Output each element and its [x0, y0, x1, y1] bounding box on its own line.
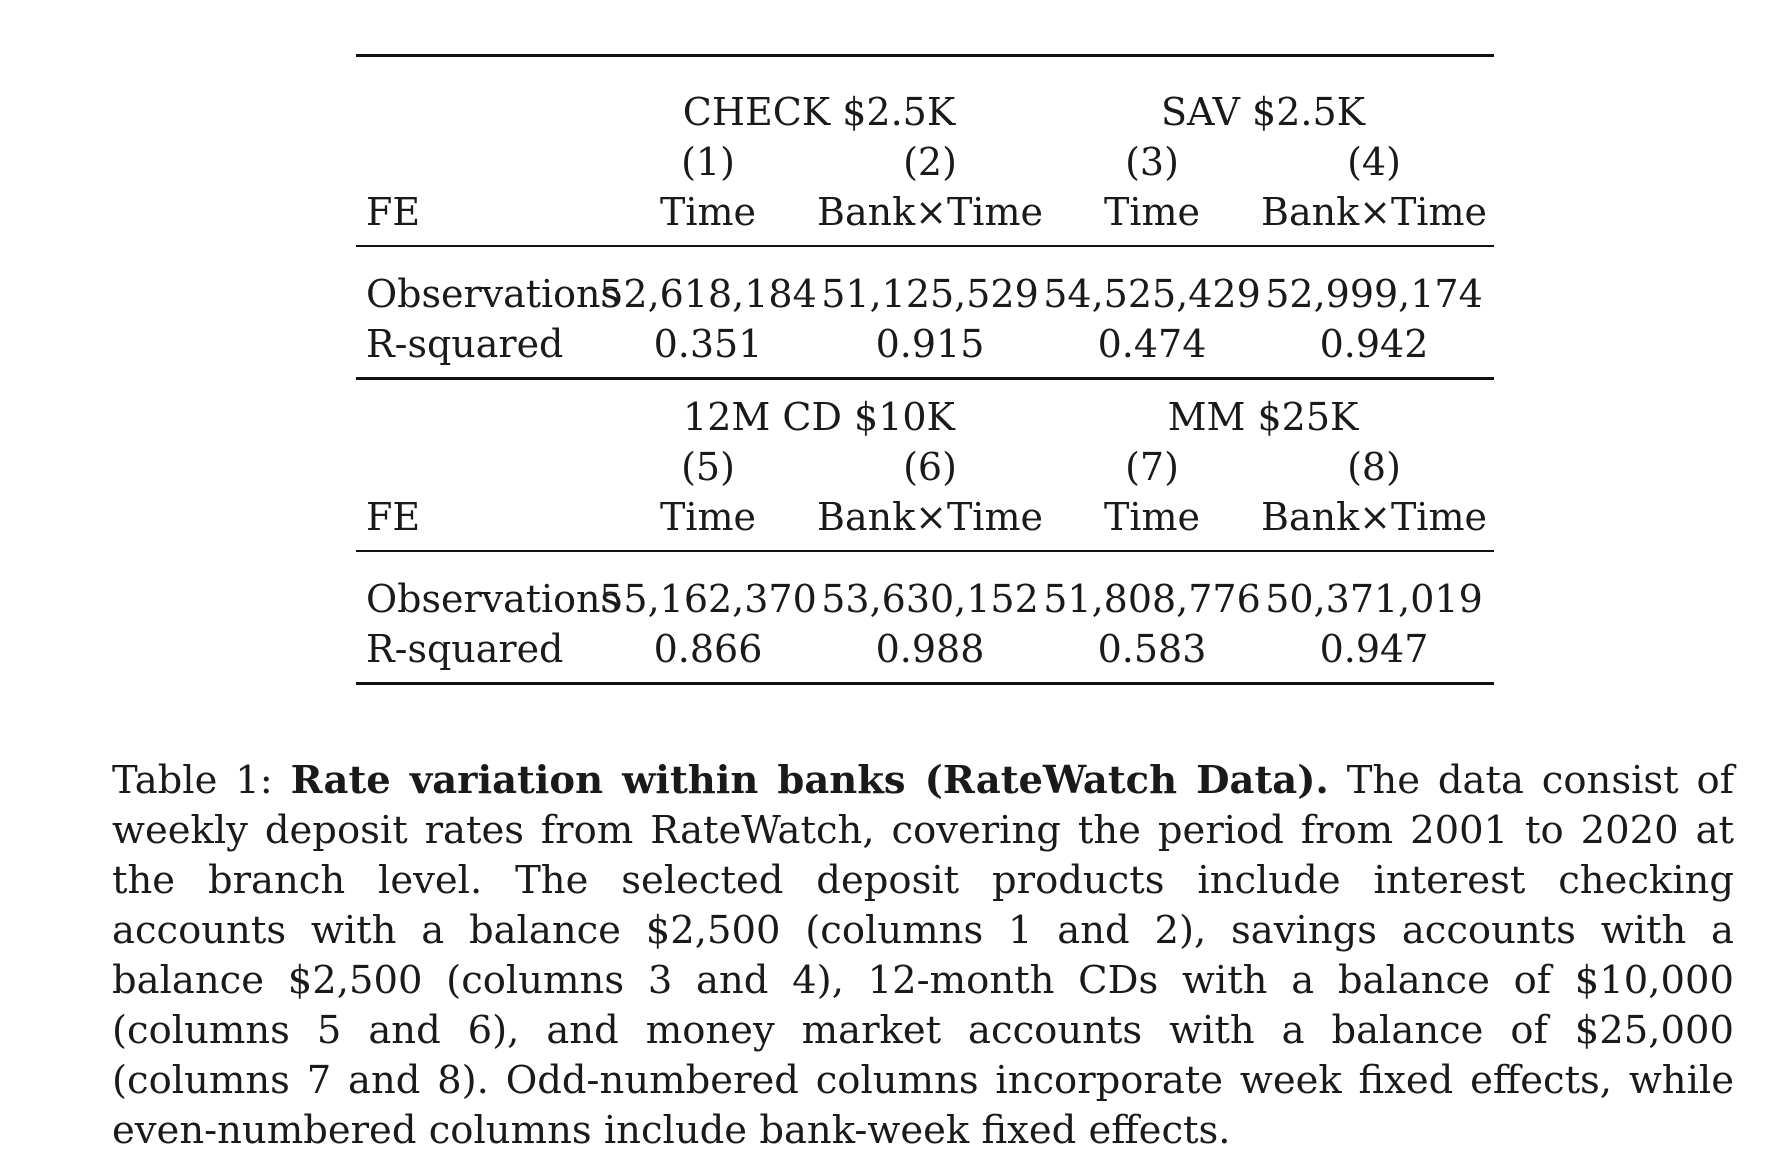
fe-label: FE — [366, 495, 421, 539]
column-number: (7) — [1125, 445, 1179, 489]
panel1-fe-row: FE Time Bank×Time Time Bank×Time — [356, 187, 1494, 237]
table-cell: 0.351 — [653, 322, 763, 366]
caption-title: Rate variation within banks (RateWatch D… — [290, 758, 1329, 803]
table-row: R-squared 0.866 0.988 0.583 0.947 — [356, 624, 1494, 674]
caption-prefix: Table 1: — [112, 758, 291, 803]
regression-table: CHECK $2.5K SAV $2.5K (1) (2) (3) (4) FE… — [356, 54, 1494, 685]
fe-value: Time — [659, 495, 757, 539]
group-header: 12M CD $10K — [683, 395, 955, 439]
table-cell: 55,162,370 — [599, 577, 817, 621]
table-cell: 51,808,776 — [1043, 577, 1261, 621]
fe-value: Bank×Time — [817, 495, 1043, 539]
table-cell: 54,525,429 — [1043, 272, 1261, 316]
table-cell: 0.474 — [1097, 322, 1207, 366]
group-header: SAV $2.5K — [1160, 90, 1366, 134]
table-row: R-squared 0.351 0.915 0.474 0.942 — [356, 319, 1494, 369]
table-cell: 52,618,184 — [599, 272, 817, 316]
fe-value: Bank×Time — [1261, 495, 1487, 539]
column-number: (2) — [903, 140, 957, 184]
column-number: (5) — [681, 445, 735, 489]
table-cell: 0.866 — [653, 627, 763, 671]
table-cell: 0.947 — [1319, 627, 1429, 671]
panel-separator-rule — [356, 377, 1494, 380]
panel2-group-header-row: 12M CD $10K MM $25K — [356, 392, 1494, 442]
fe-value: Bank×Time — [1261, 190, 1487, 234]
group-header: MM $25K — [1167, 395, 1359, 439]
mid-rule — [356, 245, 1494, 247]
column-number: (4) — [1347, 140, 1401, 184]
table-cell: 53,630,152 — [821, 577, 1039, 621]
caption-body: The data consist of weekly deposit rates… — [112, 758, 1734, 1153]
column-number: (3) — [1125, 140, 1179, 184]
table-row: Observations 52,618,184 51,125,529 54,52… — [356, 269, 1494, 319]
panel2-column-number-row: (5) (6) (7) (8) — [356, 442, 1494, 492]
table-cell: 51,125,529 — [821, 272, 1039, 316]
table-caption: Table 1: Rate variation within banks (Ra… — [112, 756, 1734, 1156]
fe-value: Time — [1103, 495, 1201, 539]
table-cell: 52,999,174 — [1265, 272, 1483, 316]
row-label: R-squared — [366, 627, 564, 671]
group-header: CHECK $2.5K — [682, 90, 956, 134]
column-number: (6) — [903, 445, 957, 489]
fe-value: Time — [1103, 190, 1201, 234]
row-label: Observations — [366, 272, 621, 316]
table-cell: 0.988 — [875, 627, 985, 671]
mid-rule — [356, 550, 1494, 552]
fe-value: Time — [659, 190, 757, 234]
fe-label: FE — [366, 190, 421, 234]
panel2-fe-row: FE Time Bank×Time Time Bank×Time — [356, 492, 1494, 542]
table-cell: 0.583 — [1097, 627, 1207, 671]
table-cell: 0.915 — [875, 322, 985, 366]
panel1-column-number-row: (1) (2) (3) (4) — [356, 137, 1494, 187]
top-rule — [356, 54, 1494, 57]
row-label: Observations — [366, 577, 621, 621]
panel1-group-header-row: CHECK $2.5K SAV $2.5K — [356, 87, 1494, 137]
fe-value: Bank×Time — [817, 190, 1043, 234]
table-row: Observations 55,162,370 53,630,152 51,80… — [356, 574, 1494, 624]
column-number: (8) — [1347, 445, 1401, 489]
bottom-rule — [356, 682, 1494, 685]
row-label: R-squared — [366, 322, 564, 366]
table-cell: 50,371,019 — [1265, 577, 1483, 621]
table-cell: 0.942 — [1319, 322, 1429, 366]
column-number: (1) — [681, 140, 735, 184]
